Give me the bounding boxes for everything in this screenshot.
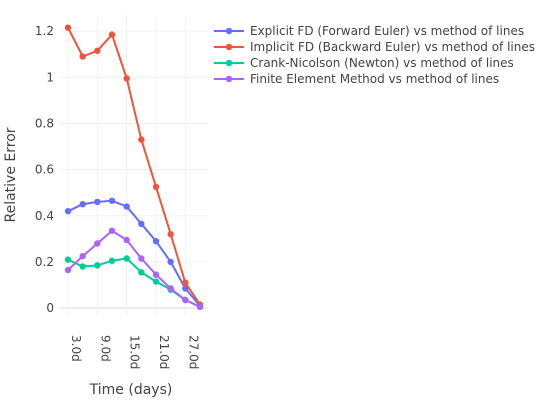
data-point <box>79 53 86 60</box>
data-point <box>94 240 101 247</box>
y-tick-label: 0.8 <box>35 116 54 130</box>
data-point <box>108 257 116 264</box>
series-group <box>64 227 204 311</box>
data-point <box>196 303 204 311</box>
data-point <box>79 201 86 208</box>
x-tick-label: 21.0d <box>157 335 171 369</box>
y-tick-label: 0 <box>46 301 54 315</box>
data-point <box>94 262 101 269</box>
data-point <box>123 203 130 210</box>
series-group <box>64 197 204 309</box>
legend-item[interactable]: Explicit FD (Forward Euler) vs method of… <box>214 24 524 38</box>
data-point <box>108 197 116 204</box>
y-tick-label: 0.6 <box>35 163 54 177</box>
y-tick-label: 1.2 <box>35 24 54 38</box>
legend-swatch-marker <box>225 75 233 83</box>
data-point <box>152 237 160 245</box>
data-point <box>152 183 160 191</box>
x-tick-label: 27.0d <box>186 335 200 369</box>
series-group <box>64 24 204 308</box>
data-point <box>182 296 189 304</box>
x-tick-label: 9.0d <box>98 335 112 362</box>
data-point <box>152 278 160 285</box>
series-line <box>67 199 201 307</box>
data-point <box>182 279 189 286</box>
legend-swatch-marker <box>225 59 233 67</box>
data-point <box>123 75 130 82</box>
y-axis-ticks: 0 0.2 0.4 0.6 0.8 1 1.2 <box>35 24 54 315</box>
legend-label: Crank-Nicolson (Newton) vs method of lin… <box>250 56 514 70</box>
legend-label: Finite Element Method vs method of lines <box>250 72 499 86</box>
x-axis-ticks: 3.0d 9.0d 15.0d 21.0d 27.0d <box>69 335 200 369</box>
data-point <box>79 263 86 270</box>
data-point <box>152 271 160 278</box>
data-point <box>108 227 116 234</box>
x-tick-label: 15.0d <box>128 335 142 369</box>
data-point <box>94 198 101 206</box>
legend-item[interactable]: Crank-Nicolson (Newton) vs method of lin… <box>214 56 514 70</box>
series-line <box>67 229 201 308</box>
legend-item[interactable]: Finite Element Method vs method of lines <box>214 72 499 86</box>
data-point <box>123 236 130 244</box>
x-axis-title: Time (days) <box>89 382 173 398</box>
y-axis-title: Relative Error <box>3 127 19 222</box>
series-layer <box>64 24 204 311</box>
y-tick-label: 0.2 <box>35 255 54 269</box>
data-point <box>108 31 116 38</box>
y-tick-label: 0.4 <box>35 209 54 223</box>
legend-swatch-marker <box>225 27 233 35</box>
data-point <box>123 255 130 262</box>
data-point <box>94 47 101 54</box>
data-point <box>138 269 145 276</box>
legend-label: Implicit FD (Backward Euler) vs method o… <box>250 40 535 54</box>
legend: Explicit FD (Forward Euler) vs method of… <box>214 24 535 86</box>
y-tick-label: 1 <box>46 70 54 84</box>
data-point <box>167 258 174 266</box>
legend-label: Explicit FD (Forward Euler) vs method of… <box>250 24 524 38</box>
data-point <box>64 207 72 215</box>
series-line <box>67 27 201 306</box>
data-point <box>79 252 86 260</box>
data-point <box>64 24 72 31</box>
data-point <box>64 256 72 263</box>
legend-item[interactable]: Implicit FD (Backward Euler) vs method o… <box>214 40 535 54</box>
data-point <box>167 231 174 238</box>
legend-swatch-marker <box>225 43 233 51</box>
x-tick-label: 3.0d <box>69 335 83 362</box>
data-point <box>167 285 174 292</box>
data-point <box>138 136 145 143</box>
data-point <box>64 266 72 274</box>
data-point <box>138 255 145 262</box>
data-point <box>138 220 145 228</box>
